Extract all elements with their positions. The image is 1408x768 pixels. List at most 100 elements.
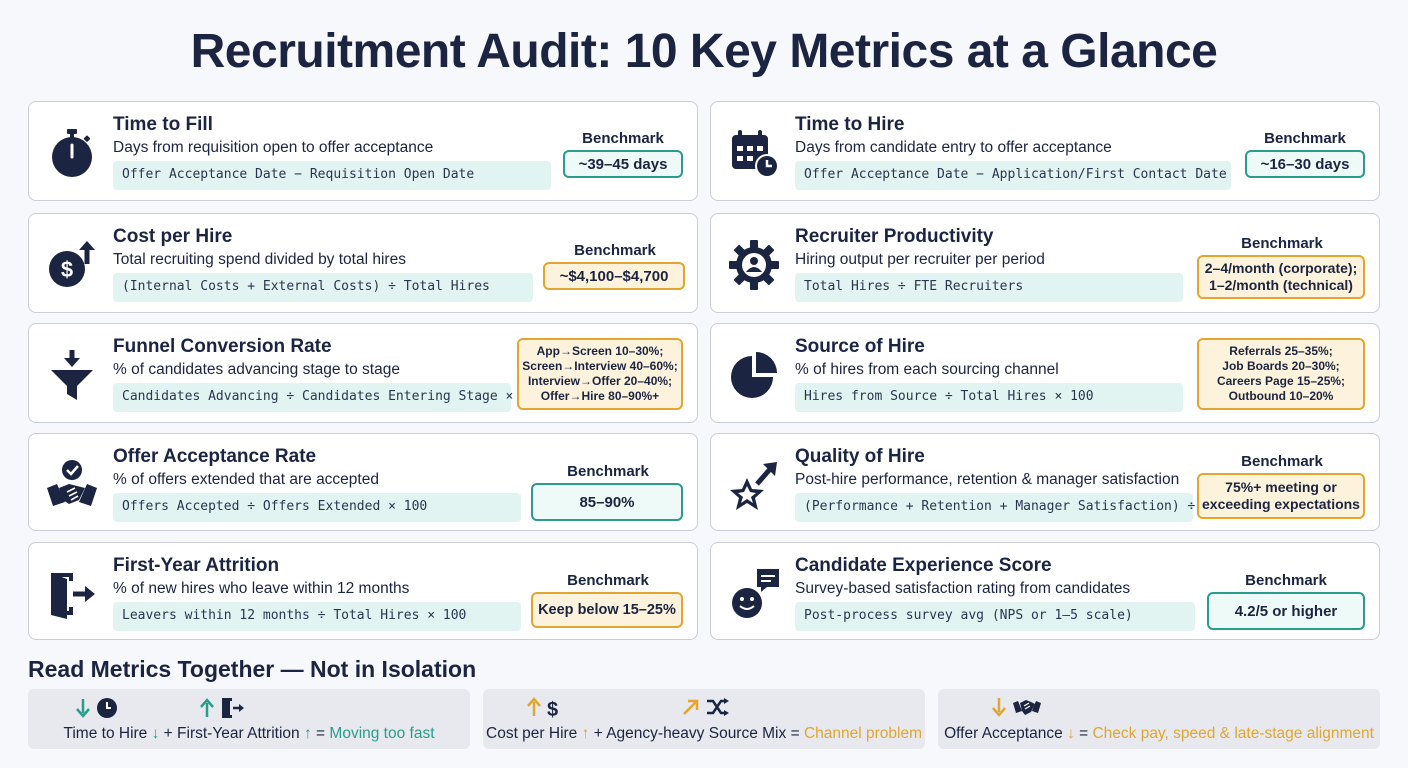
insight-arrow: ↓ (1067, 725, 1075, 742)
benchmark-label: Benchmark (1245, 572, 1327, 589)
metric-description: % of hires from each sourcing channel (795, 361, 1059, 378)
exit-door-icon (220, 697, 246, 724)
metric-description: Post-hire performance, retention & manag… (795, 471, 1180, 488)
metric-name: Source of Hire (795, 336, 925, 357)
metric-formula: Leavers within 12 months ÷ Total Hires ×… (113, 602, 521, 631)
metric-formula: Total Hires ÷ FTE Recruiters (795, 273, 1183, 302)
handshake-check-icon (43, 456, 101, 514)
metric-description: Days from candidate entry to offer accep… (795, 139, 1112, 156)
insight-metric-b: First-Year Attrition (177, 725, 300, 742)
metric-card-candidate-experience-score: Candidate Experience Score Survey-based … (710, 542, 1380, 640)
insight-arrow: ↑ (303, 725, 312, 742)
benchmark-line: 1–2/month (technical) (1209, 277, 1353, 293)
metric-description: Days from requisition open to offer acce… (113, 139, 434, 156)
page-title: Recruitment Audit: 10 Key Metrics at a G… (190, 25, 1218, 78)
benchmark-label: Benchmark (1241, 453, 1323, 470)
benchmark-value: 85–90% (531, 483, 683, 521)
metric-description: Total recruiting spend divided by total … (113, 251, 406, 268)
benchmark-label: Benchmark (567, 463, 649, 480)
benchmark-label: Benchmark (567, 572, 649, 589)
metric-name: Quality of Hire (795, 446, 925, 467)
benchmark-value: ~39–45 days (563, 150, 683, 178)
benchmark-value: ~16–30 days (1245, 150, 1365, 178)
metric-name: Funnel Conversion Rate (113, 336, 332, 357)
insight-operator: + (593, 725, 603, 742)
benchmark-line: Job Boards 20–30%; (1222, 359, 1340, 373)
insight-card: Offer Acceptance ↓ = Check pay, speed & … (938, 689, 1380, 749)
insight-metric-b: Agency-heavy Source Mix (606, 725, 787, 742)
benchmark-value: 2–4/month (corporate); 1–2/month (techni… (1197, 255, 1365, 299)
metric-card-cost-per-hire: $ Cost per Hire Total recruiting spend d… (28, 213, 698, 313)
metric-formula: Offer Acceptance Date − Requisition Open… (113, 161, 551, 190)
benchmark-line: App→Screen 10–30%; (536, 344, 664, 358)
clock-icon (96, 697, 118, 724)
metric-description: Survey-based satisfaction rating from ca… (795, 580, 1131, 597)
insight-metric-a: Offer Acceptance (944, 725, 1063, 742)
insight-operator: = (1079, 725, 1089, 742)
insight-result: Check pay, speed & late-stage alignment (1092, 725, 1374, 742)
metric-name: First-Year Attrition (113, 555, 280, 576)
handshake-icon (1012, 697, 1042, 722)
metric-description: % of candidates advancing stage to stage (113, 361, 400, 378)
insight-text: Cost per Hire ↑ + Agency-heavy Source Mi… (483, 725, 925, 743)
benchmark-label: Benchmark (582, 130, 664, 147)
insight-result: Moving too fast (329, 725, 435, 742)
metric-formula: Candidates Advancing ÷ Candidates Enteri… (113, 383, 545, 412)
arrow-diagonal-icon (682, 698, 700, 721)
metric-card-funnel-conversion-rate: Funnel Conversion Rate % of candidates a… (28, 323, 698, 423)
benchmark-label: Benchmark (1241, 235, 1323, 252)
smile-chat-icon (725, 565, 783, 623)
metric-card-time-to-fill: Time to Fill Days from requisition open … (28, 101, 698, 201)
benchmark-line: Screen→Interview 40–60%; (522, 359, 678, 373)
benchmark-value: 75%+ meeting or exceeding expectations (1197, 473, 1365, 519)
insight-arrow: ↑ (581, 725, 590, 742)
insight-operator: = (790, 725, 800, 742)
metric-card-source-of-hire: Source of Hire % of hires from each sour… (710, 323, 1380, 423)
metric-name: Candidate Experience Score (795, 555, 1052, 576)
arrow-down-icon (76, 698, 90, 723)
arrow-up-icon (527, 697, 541, 722)
benchmark-value: 4.2/5 or higher (1207, 592, 1365, 630)
metric-card-offer-acceptance-rate: Offer Acceptance Rate % of offers extend… (28, 433, 698, 531)
insight-result: Channel problem (803, 725, 922, 742)
benchmark-line: Offer→Hire 80–90%+ (540, 389, 660, 403)
benchmark-value: Keep below 15–25% (531, 592, 683, 628)
metric-formula: Offers Accepted ÷ Offers Extended × 100 (113, 493, 521, 522)
insight-metric-a: Cost per Hire (486, 725, 578, 742)
dollar-up-icon: $ (43, 236, 101, 294)
insight-arrow: ↓ (151, 725, 160, 742)
metric-card-quality-of-hire: Quality of Hire Post-hire performance, r… (710, 433, 1380, 531)
metric-name: Recruiter Productivity (795, 226, 994, 247)
benchmark-value: ~$4,100–$4,700 (543, 262, 685, 290)
benchmark-value: Referrals 25–35%; Job Boards 20–30%; Car… (1197, 338, 1365, 410)
insight-text: Offer Acceptance ↓ = Check pay, speed & … (938, 725, 1380, 743)
arrow-up-icon (200, 698, 214, 723)
insight-card: Time to Hire ↓ + First-Year Attrition ↑ … (28, 689, 470, 749)
benchmark-line: 75%+ meeting or (1225, 479, 1337, 495)
benchmark-line: Referrals 25–35%; (1229, 344, 1333, 358)
metric-formula: Offer Acceptance Date − Application/Firs… (795, 161, 1231, 190)
exit-door-icon (43, 565, 101, 623)
benchmark-line: exceeding expectations (1202, 496, 1360, 512)
benchmark-label: Benchmark (574, 242, 656, 259)
benchmark-value: App→Screen 10–30%; Screen→Interview 40–6… (517, 338, 683, 410)
star-up-icon (725, 456, 783, 514)
insight-metric-a: Time to Hire (63, 725, 148, 742)
svg-text:$: $ (61, 257, 73, 282)
metric-description: % of new hires who leave within 12 month… (113, 580, 410, 597)
benchmark-line: 2–4/month (corporate); (1204, 260, 1358, 276)
gear-person-icon (725, 236, 783, 294)
metric-name: Cost per Hire (113, 226, 233, 247)
metric-formula: (Performance + Retention + Manager Satis… (795, 493, 1211, 522)
arrow-down-icon (992, 697, 1006, 722)
metric-name: Time to Hire (795, 114, 905, 135)
metric-name: Offer Acceptance Rate (113, 446, 317, 467)
calendar-clock-icon (725, 124, 783, 182)
metric-card-first-year-attrition: First-Year Attrition % of new hires who … (28, 542, 698, 640)
metric-card-time-to-hire: Time to Hire Days from candidate entry t… (710, 101, 1380, 201)
benchmark-label: Benchmark (1264, 130, 1346, 147)
benchmark-line: Interview→Offer 20–40%; (527, 374, 673, 388)
insight-operator: = (316, 725, 326, 742)
stopwatch-icon (43, 124, 101, 182)
metric-formula: (Internal Costs + External Costs) ÷ Tota… (113, 273, 533, 302)
